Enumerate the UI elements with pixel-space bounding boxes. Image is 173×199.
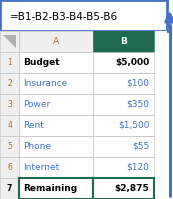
Bar xyxy=(93,94,154,115)
Text: 2: 2 xyxy=(7,79,12,88)
Bar xyxy=(93,157,154,178)
Text: $100: $100 xyxy=(126,79,149,88)
Text: $55: $55 xyxy=(132,142,149,151)
Text: Remaining: Remaining xyxy=(23,184,78,193)
Bar xyxy=(19,178,93,199)
Bar xyxy=(93,52,154,73)
Bar xyxy=(19,31,93,52)
Text: 5: 5 xyxy=(7,142,12,151)
Bar xyxy=(19,52,93,73)
Bar xyxy=(0,94,19,115)
Polygon shape xyxy=(3,35,16,48)
Text: Rent: Rent xyxy=(23,121,44,130)
Text: B: B xyxy=(120,37,127,46)
Text: $1,500: $1,500 xyxy=(118,121,149,130)
Bar xyxy=(0,52,19,73)
Text: 6: 6 xyxy=(7,163,12,172)
Bar xyxy=(93,73,154,94)
Text: $350: $350 xyxy=(126,100,149,109)
Text: $2,875: $2,875 xyxy=(115,184,149,193)
Text: 3: 3 xyxy=(7,100,12,109)
Text: $5,000: $5,000 xyxy=(115,58,149,67)
Bar xyxy=(0,115,19,136)
Bar xyxy=(93,178,154,199)
Bar xyxy=(93,115,154,136)
Text: Power: Power xyxy=(23,100,51,109)
Bar xyxy=(0,178,19,199)
Bar xyxy=(0,73,19,94)
Text: 1: 1 xyxy=(7,58,12,67)
Bar xyxy=(93,31,154,52)
Bar xyxy=(93,136,154,157)
Text: Phone: Phone xyxy=(23,142,51,151)
Text: =B1-B2-B3-B4-B5-B6: =B1-B2-B3-B4-B5-B6 xyxy=(10,12,118,22)
Text: 7: 7 xyxy=(7,184,12,193)
Bar xyxy=(19,94,93,115)
Text: $120: $120 xyxy=(126,163,149,172)
Bar xyxy=(19,115,93,136)
Text: Budget: Budget xyxy=(23,58,60,67)
Bar xyxy=(0,136,19,157)
Bar xyxy=(19,73,93,94)
Text: 4: 4 xyxy=(7,121,12,130)
Text: Insurance: Insurance xyxy=(23,79,68,88)
Bar xyxy=(0,31,19,52)
Text: Internet: Internet xyxy=(23,163,60,172)
Text: A: A xyxy=(53,37,59,46)
Bar xyxy=(19,136,93,157)
Bar xyxy=(0,157,19,178)
Bar xyxy=(19,157,93,178)
